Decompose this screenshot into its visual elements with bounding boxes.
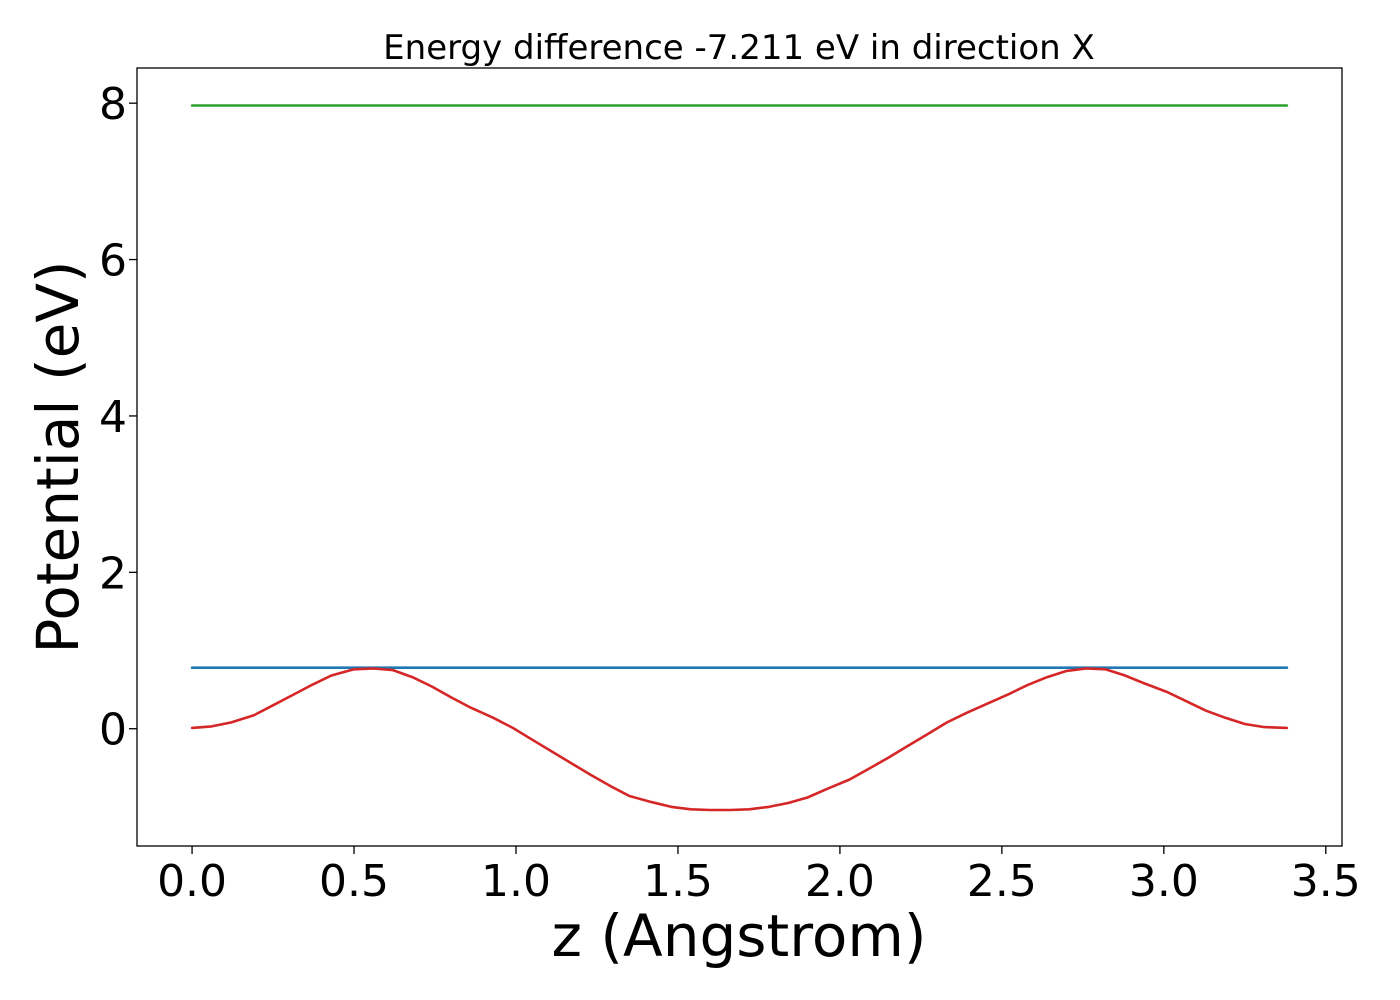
x-tick-label: 2.0 bbox=[805, 856, 875, 907]
y-axis-ticks: 0 2 4 6 8 bbox=[99, 79, 137, 756]
y-tick-label: 8 bbox=[99, 79, 127, 130]
y-tick-label: 6 bbox=[99, 236, 127, 287]
x-tick-label: 0.0 bbox=[157, 856, 227, 907]
x-tick-label: 1.5 bbox=[643, 856, 713, 907]
x-tick-label: 3.0 bbox=[1129, 856, 1199, 907]
y-tick-label: 2 bbox=[99, 548, 127, 599]
x-tick-label: 2.5 bbox=[967, 856, 1037, 907]
y-tick-label: 0 bbox=[99, 705, 127, 756]
x-tick-label: 0.5 bbox=[319, 856, 389, 907]
x-axis-title: z (Angstrom) bbox=[552, 902, 927, 970]
y-axis-title: Potential (eV) bbox=[24, 260, 92, 653]
y-tick-label: 4 bbox=[99, 392, 127, 443]
x-tick-label: 1.0 bbox=[481, 856, 551, 907]
series-line-2 bbox=[190, 667, 1289, 812]
plot-frame bbox=[136, 67, 1343, 847]
series-layer bbox=[190, 104, 1289, 812]
x-axis-ticks: 0.0 0.5 1.0 1.5 2.0 2.5 3.0 3.5 bbox=[157, 846, 1361, 907]
x-tick-label: 3.5 bbox=[1291, 856, 1361, 907]
chart-title: Energy difference -7.211 eV in direction… bbox=[383, 28, 1095, 68]
